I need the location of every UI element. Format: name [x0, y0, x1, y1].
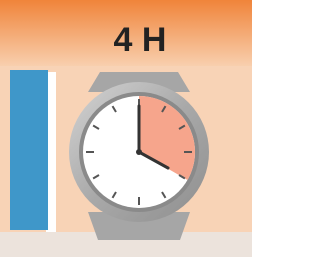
hub: [136, 149, 142, 155]
watch-icon: 4 H: [0, 0, 252, 257]
title: 4 H: [114, 21, 167, 59]
blue-panel: [10, 70, 48, 230]
